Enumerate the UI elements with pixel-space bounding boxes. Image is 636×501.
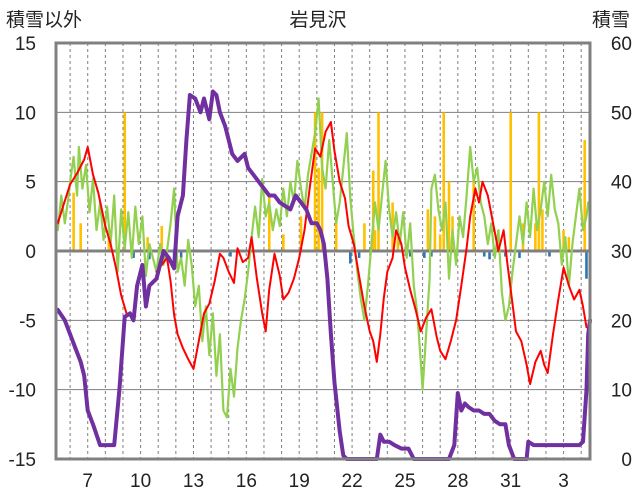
y-left-tick-label: 5 xyxy=(25,173,36,194)
bar-blue xyxy=(349,251,352,264)
chart-title: 岩見沢 xyxy=(289,9,346,31)
x-tick-label: 3 xyxy=(558,471,569,492)
y-left-tick-label: 10 xyxy=(15,103,36,124)
bar-orange xyxy=(567,237,571,251)
bar-orange xyxy=(537,112,541,251)
bar-orange xyxy=(79,223,82,251)
bar-blue xyxy=(518,251,521,258)
bar-orange xyxy=(447,181,451,251)
bar-orange xyxy=(377,112,380,251)
bar-orange xyxy=(160,226,164,251)
y-right-tick-label: 30 xyxy=(611,242,632,263)
x-tick-label: 10 xyxy=(130,471,151,492)
y-right-ticks: 60 50 40 30 20 10 0 xyxy=(611,34,632,471)
bar-blue xyxy=(408,251,412,257)
y-right-tick-label: 0 xyxy=(621,450,632,471)
bar-orange xyxy=(438,234,442,251)
bar-orange xyxy=(534,223,537,251)
bar-orange xyxy=(267,195,271,251)
bar-blue xyxy=(430,251,433,257)
y-left-tick-label: 15 xyxy=(15,34,36,55)
bar-orange xyxy=(299,216,303,251)
bar-blue xyxy=(148,251,151,260)
bar-orange xyxy=(72,192,75,251)
bar-orange xyxy=(583,140,587,251)
bar-orange xyxy=(509,112,512,251)
bar-blue xyxy=(482,251,486,257)
bar-orange xyxy=(282,234,285,251)
bar-blue xyxy=(357,251,361,258)
bar-orange xyxy=(433,216,437,251)
bar-orange xyxy=(146,237,149,251)
bar-orange xyxy=(373,230,377,251)
y-left-tick-label: -10 xyxy=(9,381,36,402)
bar-blue xyxy=(229,251,232,257)
x-tick-label: 13 xyxy=(183,471,204,492)
bar-orange xyxy=(320,112,324,251)
bar-orange xyxy=(391,202,394,251)
bar-blue xyxy=(132,251,135,258)
bar-blue xyxy=(585,251,588,279)
bar-orange xyxy=(472,181,475,251)
y-right-tick-label: 40 xyxy=(611,173,632,194)
y-right-tick-label: 20 xyxy=(611,311,632,332)
bar-orange xyxy=(123,112,127,251)
y-right-tick-label: 60 xyxy=(611,34,632,55)
bar-orange xyxy=(426,209,430,251)
y-right-axis-label: 積雪 xyxy=(592,9,630,31)
x-ticks: 7 10 13 16 19 22 25 28 31 3 xyxy=(82,471,568,492)
x-tick-label: 19 xyxy=(289,471,310,492)
series-line-purple xyxy=(55,89,592,461)
y-right-tick-label: 10 xyxy=(611,381,632,402)
y-left-tick-label: -5 xyxy=(19,311,36,332)
bar-blue xyxy=(423,251,426,258)
line-series xyxy=(55,89,592,461)
x-tick-label: 31 xyxy=(500,471,521,492)
bar-orange xyxy=(541,209,544,251)
bar-series xyxy=(72,112,588,279)
x-tick-label: 16 xyxy=(236,471,257,492)
series-line-red xyxy=(155,121,588,386)
y-left-ticks: 15 10 5 0 -5 -10 -15 xyxy=(9,34,36,471)
x-tick-label: 25 xyxy=(394,471,415,492)
bar-blue xyxy=(488,251,491,260)
bar-orange xyxy=(363,223,366,251)
series-line-red xyxy=(56,146,137,318)
bar-orange xyxy=(334,220,338,251)
x-tick-label: 28 xyxy=(447,471,468,492)
bar-orange xyxy=(396,237,400,251)
series-line-green xyxy=(56,97,590,419)
y-left-tick-label: 0 xyxy=(25,242,36,263)
bar-orange xyxy=(562,230,565,251)
y-left-tick-label: -15 xyxy=(9,450,36,471)
bar-blue xyxy=(179,251,183,258)
bar-orange xyxy=(442,112,446,251)
bar-orange xyxy=(313,112,317,251)
bar-blue xyxy=(548,251,551,257)
bar-orange xyxy=(317,167,320,251)
plot-frame xyxy=(54,41,592,461)
x-tick-label: 7 xyxy=(82,471,93,492)
y-right-tick-label: 50 xyxy=(611,103,632,124)
y-left-axis-label: 積雪以外 xyxy=(6,9,82,31)
x-tick-label: 22 xyxy=(342,471,363,492)
